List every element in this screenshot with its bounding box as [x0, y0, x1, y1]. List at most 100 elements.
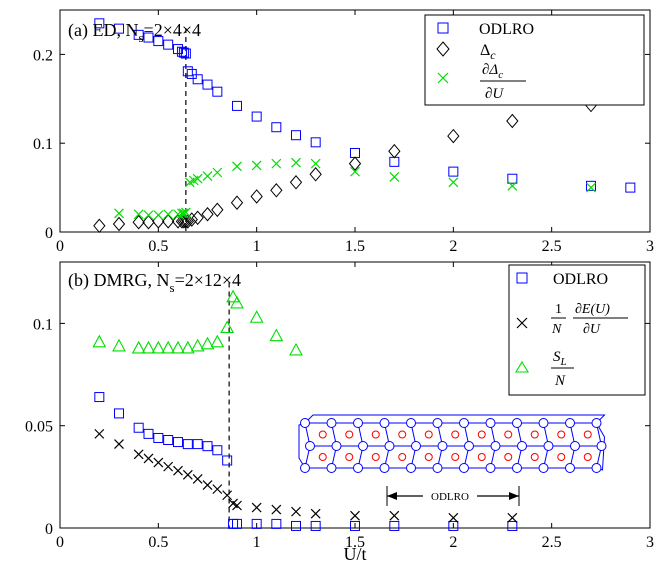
odlro-point [143, 32, 154, 43]
deriv-point [153, 210, 164, 221]
odlro-point [212, 445, 223, 456]
odlro-point [310, 137, 321, 148]
legend-label-delta: Δc [480, 42, 496, 62]
legend-label-n: N [551, 322, 562, 337]
lattice-site-blue [379, 463, 390, 473]
legend-label-odlro: ODLRO [553, 271, 608, 288]
legend-box [508, 264, 646, 396]
lattice-site-blue [300, 418, 310, 428]
energy-point [163, 461, 174, 472]
energy-point [182, 469, 193, 480]
lattice-site-red [371, 430, 380, 439]
deriv-point [389, 172, 400, 182]
lattice-site-red [345, 453, 354, 461]
energy-point [389, 510, 400, 521]
odlro-point [586, 180, 596, 191]
legend-box [424, 14, 645, 106]
odlro-point [350, 520, 360, 531]
odlro-point [153, 432, 164, 443]
lattice-site-red [477, 453, 486, 461]
odlro-point [173, 437, 183, 448]
entropy-point [112, 338, 126, 352]
odlro-point [182, 439, 193, 450]
odlro-point [182, 66, 193, 77]
energy-point [251, 502, 262, 513]
lattice-site-blue [538, 418, 549, 428]
deriv-point [133, 209, 144, 220]
lattice-site-blue [565, 463, 575, 473]
inset-odlro-label: ODLRO [431, 491, 469, 503]
deriv-point [163, 209, 174, 220]
odlro-point [251, 111, 262, 122]
odlro-point [350, 147, 360, 158]
lattice-site-red [318, 430, 327, 439]
energy-point [291, 506, 301, 517]
delta-point [270, 182, 283, 198]
lattice-site-red [477, 430, 486, 439]
lattice-site-blue [591, 463, 602, 473]
lattice-inset [298, 414, 607, 473]
panel-b: 0 0.5 1 1.5 2 2.5 3 0 0.05 0.1 ODLRO (b) DMRG, Ns… [25, 261, 654, 551]
odlro-point [192, 74, 203, 85]
panel-a: 0 0.5 1 1.5 2 2.5 3 0 0.1 0.2 (a) ED, Ns=2×4×4 OD… [33, 9, 654, 255]
lattice-site-blue [406, 418, 416, 428]
panel-b-legend: ODLRO 1 N ∂E(U) ∂U SL N [508, 264, 646, 396]
lattice-site-blue [512, 463, 522, 473]
delta-point [289, 174, 303, 190]
delta-point [162, 214, 175, 229]
deriv-point [350, 166, 360, 177]
odlro-point [114, 408, 124, 419]
odlro-point [251, 518, 262, 529]
delta-point [132, 214, 145, 230]
odlro-point [310, 520, 321, 531]
lattice-site-blue [305, 441, 315, 451]
odlro-point [180, 48, 191, 59]
deriv-point [448, 177, 459, 188]
energy-point [448, 512, 459, 523]
lattice-site-blue [538, 463, 549, 473]
lattice-site-red [345, 430, 354, 439]
lattice-site-red [451, 453, 460, 461]
lattice-site-blue [331, 441, 342, 451]
x-tick-label: 1 [253, 534, 261, 551]
deriv-point [310, 158, 321, 169]
deriv-point [180, 207, 191, 218]
odlro-point [212, 86, 223, 97]
energy-point [173, 465, 183, 476]
legend-label-s: SL [553, 349, 567, 368]
entropy-point [151, 340, 166, 354]
odlro-point [291, 520, 301, 531]
lattice-site-blue [353, 463, 363, 473]
x-axis-label: U/t [343, 544, 366, 564]
odlro-point [232, 100, 242, 111]
entropy-point [180, 340, 195, 354]
energy-point [94, 428, 105, 439]
odlro-point [94, 18, 105, 29]
odlro-point [163, 435, 174, 446]
lattice-site-red [557, 430, 566, 439]
odlro-point [143, 428, 154, 439]
lattice-site-blue [326, 463, 337, 473]
odlro-point [448, 166, 459, 177]
lattice-bond [304, 414, 606, 424]
entropy-point [92, 334, 107, 348]
lattice-site-red [451, 430, 460, 439]
entropy-point [249, 310, 264, 323]
deriv-point [177, 208, 187, 219]
entropy-point [210, 334, 225, 348]
lattice-site-blue [353, 418, 363, 428]
legend-marker-square [437, 22, 449, 34]
y-tick-label: 0.2 [33, 47, 53, 64]
deriv-point [212, 167, 223, 178]
odlro-point [133, 422, 144, 433]
odlro-point [625, 182, 636, 193]
deriv-point [507, 180, 518, 191]
deriv-point [271, 158, 282, 169]
delta-point [112, 216, 126, 232]
lattice-site-red [530, 453, 539, 461]
legend-label-deriv-den: ∂U [485, 86, 504, 102]
panel-a-title: (a) ED, Ns=2×4×4 [68, 20, 201, 45]
lattice-site-blue [485, 418, 496, 428]
x-tick-label: 0 [56, 238, 64, 255]
